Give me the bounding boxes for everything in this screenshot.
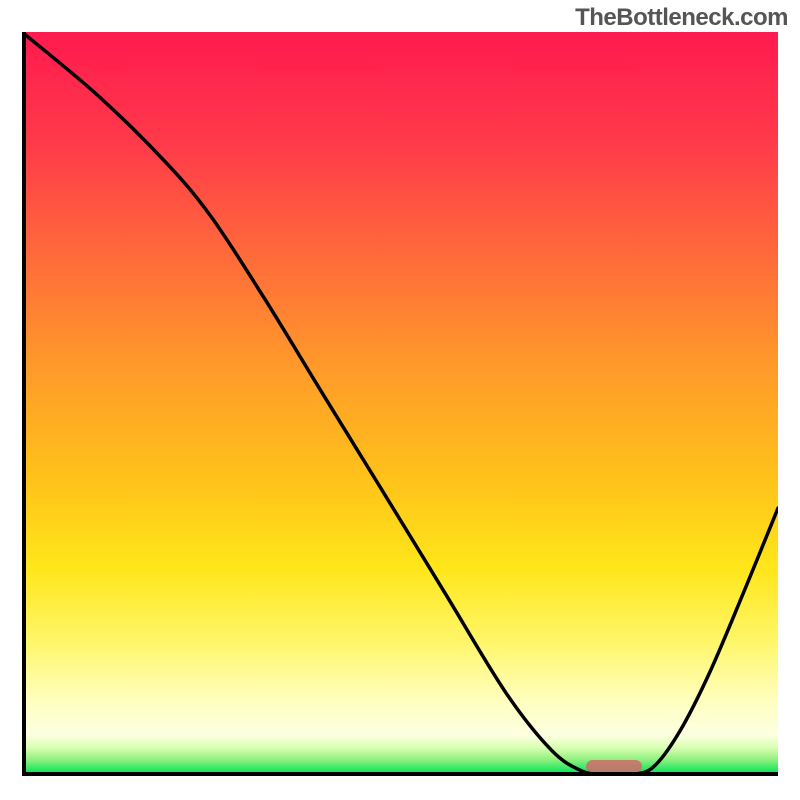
bottleneck-marker	[586, 760, 643, 773]
watermark-text: TheBottleneck.com	[575, 4, 788, 32]
y-axis-line	[22, 32, 26, 776]
gradient-background	[22, 32, 778, 776]
x-axis-line	[22, 772, 778, 776]
plot-area	[22, 32, 778, 776]
chart-container: { "watermark": { "text": "TheBottleneck.…	[0, 0, 800, 800]
